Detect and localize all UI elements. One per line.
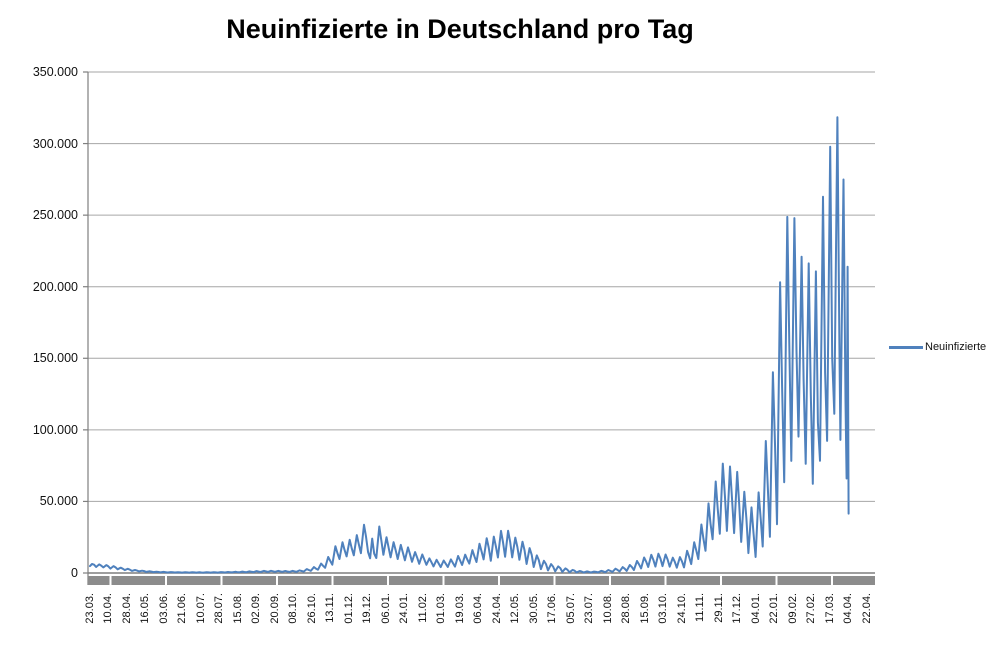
x-axis-tick-label: 23.07. xyxy=(583,593,595,624)
x-axis-bar-gap xyxy=(831,576,833,585)
x-axis-tick-label: 10.07. xyxy=(194,593,207,624)
x-axis-tick-label: 22.04. xyxy=(860,593,873,624)
x-axis-tick-label: 11.02. xyxy=(416,593,429,623)
x-axis-tick-label: 15.08. xyxy=(231,593,244,624)
x-axis-tick-label: 05.07. xyxy=(564,593,577,624)
x-axis-tick-label: 04.04. xyxy=(842,593,854,624)
x-axis-bar-gap xyxy=(498,576,500,585)
x-axis-tick-label: 11.11. xyxy=(694,593,706,622)
legend-label: Neuinfizierte xyxy=(925,341,987,353)
x-axis-tick-label: 06.04. xyxy=(472,593,484,624)
x-axis-tick-label: 01.03. xyxy=(435,593,447,624)
x-axis-tick-label: 01.12. xyxy=(342,593,355,624)
x-axis-tick-label: 06.01. xyxy=(379,593,392,624)
x-axis-tick-label: 22.01. xyxy=(768,593,780,624)
infections-line xyxy=(89,116,850,574)
x-axis-tick-label: 24.04. xyxy=(490,593,503,624)
x-axis-tick-label: 17.06. xyxy=(546,593,558,624)
x-axis-tick-label: 23.03. xyxy=(83,593,96,624)
legend-line-icon xyxy=(889,345,923,349)
x-axis-bar xyxy=(88,576,875,585)
x-axis-tick-label: 21.06. xyxy=(176,593,188,624)
x-axis-tick-label: 10.04. xyxy=(102,593,114,624)
x-axis-bar-gap xyxy=(331,576,334,585)
x-axis-tick-label: 19.12. xyxy=(361,593,373,624)
x-axis-tick-label: 28.07. xyxy=(213,593,225,624)
x-axis-bar-gap xyxy=(276,576,278,585)
y-axis-tick-label: 350.000 xyxy=(32,65,78,79)
y-axis-tick-label: 50.000 xyxy=(39,494,78,509)
y-axis-tick-label: 200.000 xyxy=(32,279,78,294)
x-axis-tick-label: 10.08. xyxy=(601,593,614,624)
x-axis-bar-gap xyxy=(553,576,556,585)
x-axis-bar-gap xyxy=(720,576,722,585)
x-axis-tick-label: 24.10. xyxy=(675,593,688,624)
x-axis-tick-label: 04.01. xyxy=(749,593,762,624)
x-axis-bar-gap xyxy=(775,576,778,585)
x-axis-tick-label: 03.06. xyxy=(157,593,170,624)
x-axis-tick-label: 02.09. xyxy=(250,593,262,624)
x-axis-bar-gap xyxy=(165,576,167,585)
x-axis-tick-label: 28.04. xyxy=(120,593,133,624)
x-axis-tick-label: 17.03. xyxy=(823,593,836,624)
y-axis-tick-label: 150.000 xyxy=(32,351,78,366)
x-axis-tick-label: 30.05. xyxy=(527,593,540,624)
x-axis-tick-label: 19.03. xyxy=(453,593,466,624)
x-axis-tick-label: 12.05. xyxy=(509,593,521,624)
y-axis-tick-label: 300.000 xyxy=(32,136,78,151)
x-axis-bar-gap xyxy=(442,576,445,585)
x-axis-bar-gap xyxy=(109,576,112,585)
chart-title: Neuinfizierte in Deutschland pro Tag xyxy=(226,14,694,44)
x-axis-bar-gap xyxy=(664,576,667,585)
x-axis-bar-gap xyxy=(609,576,611,585)
plot-area xyxy=(83,71,875,585)
y-axis-tick-label: 0 xyxy=(71,566,78,580)
x-axis-tick-label: 17.12. xyxy=(731,593,743,624)
x-axis-tick-label: 15.09. xyxy=(638,593,651,624)
x-axis-tick-label: 24.01. xyxy=(398,593,410,624)
x-axis-tick-label: 26.10. xyxy=(305,593,318,624)
x-axis-bar-gap xyxy=(220,576,223,585)
y-axis-tick-label: 250.000 xyxy=(32,208,78,223)
x-axis-tick-label: 27.02. xyxy=(805,593,817,624)
x-axis-tick-label: 08.10. xyxy=(287,593,299,624)
y-axis-tick-label: 100.000 xyxy=(32,422,78,437)
x-axis-tick-label: 20.09. xyxy=(268,593,281,624)
x-axis-tick-label: 13.11. xyxy=(324,593,336,623)
x-axis-tick-label: 09.02. xyxy=(786,593,799,624)
legend: Neuinfizierte xyxy=(889,341,986,353)
x-axis-bar-gap xyxy=(387,576,389,585)
x-axis-tick-label: 16.05. xyxy=(139,593,151,624)
x-axis-tick-label: 29.11. xyxy=(712,593,725,623)
x-axis-tick-label: 03.10. xyxy=(657,593,669,624)
x-axis-tick-label: 28.08. xyxy=(620,593,632,624)
